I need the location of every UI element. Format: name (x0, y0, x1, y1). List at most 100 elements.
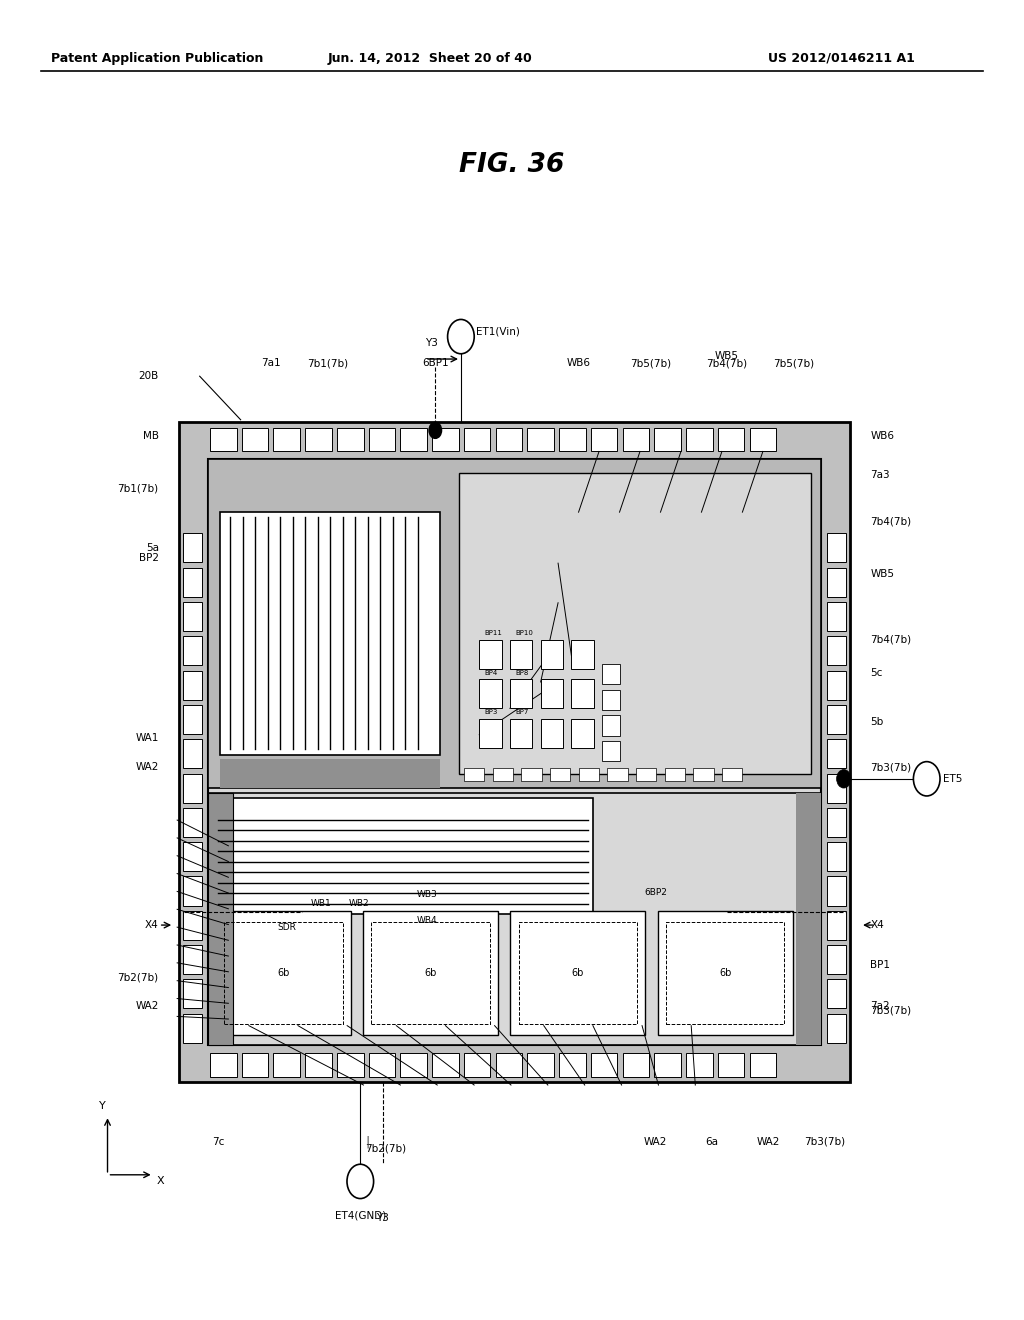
Bar (571, 640, 594, 669)
Bar (183, 774, 202, 803)
Text: BP11: BP11 (484, 630, 502, 636)
Text: |: | (366, 1135, 370, 1148)
Bar (510, 640, 532, 669)
Text: MB: MB (142, 430, 159, 441)
Bar (273, 428, 300, 451)
Text: WB5: WB5 (715, 351, 739, 362)
Circle shape (429, 422, 441, 438)
Bar (602, 715, 621, 735)
Bar (400, 428, 427, 451)
Text: 7b4(7b): 7b4(7b) (870, 635, 911, 645)
Bar (718, 428, 744, 451)
Bar (183, 602, 202, 631)
Text: 6b: 6b (278, 968, 290, 978)
Bar (527, 1053, 554, 1077)
Bar (464, 1053, 490, 1077)
Text: X4: X4 (145, 920, 159, 931)
Bar (827, 671, 846, 700)
Bar (602, 689, 621, 710)
Bar (607, 768, 628, 781)
Bar (372, 921, 489, 1024)
Bar (827, 636, 846, 665)
Text: 7b2(7b): 7b2(7b) (366, 1143, 407, 1154)
Bar (183, 636, 202, 665)
Bar (213, 799, 593, 915)
Bar (796, 793, 821, 1045)
Bar (541, 640, 563, 669)
Bar (183, 979, 202, 1008)
Text: BP8: BP8 (515, 669, 528, 676)
Text: 6a: 6a (706, 1137, 718, 1147)
Bar (369, 1053, 395, 1077)
Bar (657, 911, 793, 1035)
Bar (571, 719, 594, 748)
Bar (183, 705, 202, 734)
Text: WA2: WA2 (135, 762, 159, 772)
Text: X4: X4 (870, 920, 884, 931)
Text: 6b: 6b (425, 968, 437, 978)
Text: FIG. 36: FIG. 36 (460, 152, 564, 178)
Bar (827, 808, 846, 837)
Bar (208, 793, 821, 1045)
Bar (305, 1053, 332, 1077)
Text: 7b3(7b): 7b3(7b) (870, 1006, 911, 1016)
Text: 20B: 20B (138, 371, 159, 381)
Text: 7a2: 7a2 (870, 1001, 890, 1011)
Bar (493, 768, 513, 781)
Text: 7b3(7b): 7b3(7b) (870, 762, 911, 772)
Text: 7a1: 7a1 (261, 358, 282, 368)
Bar (337, 1053, 364, 1077)
Text: 7b4(7b): 7b4(7b) (870, 516, 911, 527)
Text: 6b: 6b (719, 968, 731, 978)
Text: 7b5(7b): 7b5(7b) (630, 358, 671, 368)
Bar (479, 640, 502, 669)
Bar (827, 705, 846, 734)
Bar (827, 842, 846, 871)
Text: Jun. 14, 2012  Sheet 20 of 40: Jun. 14, 2012 Sheet 20 of 40 (328, 51, 532, 65)
Bar (432, 1053, 459, 1077)
Bar (210, 1053, 237, 1077)
Bar (559, 428, 586, 451)
Text: BP4: BP4 (484, 669, 498, 676)
Bar (183, 671, 202, 700)
Bar (364, 911, 498, 1035)
Bar (827, 911, 846, 940)
Bar (479, 719, 502, 748)
Bar (305, 428, 332, 451)
Bar (686, 1053, 713, 1077)
Bar (496, 1053, 522, 1077)
Text: 7b5(7b): 7b5(7b) (773, 358, 814, 368)
Bar (400, 1053, 427, 1077)
Text: BP7: BP7 (515, 709, 528, 715)
Bar (722, 768, 742, 781)
Bar (827, 1014, 846, 1043)
Text: 7c: 7c (212, 1137, 224, 1147)
Bar (183, 842, 202, 871)
Text: 5a: 5a (145, 543, 159, 553)
Text: BP1: BP1 (870, 960, 891, 970)
Bar (623, 1053, 649, 1077)
Text: BP10: BP10 (515, 630, 532, 636)
Bar (208, 459, 821, 788)
Bar (571, 680, 594, 709)
Bar (183, 808, 202, 837)
Text: 7b2(7b): 7b2(7b) (118, 973, 159, 983)
Bar (827, 739, 846, 768)
Bar (224, 921, 343, 1024)
Bar (464, 428, 490, 451)
Bar (693, 768, 714, 781)
Text: 7a3: 7a3 (870, 470, 890, 480)
Bar (666, 921, 784, 1024)
Text: WB2: WB2 (348, 899, 369, 908)
Text: Y3: Y3 (425, 338, 438, 348)
Bar (459, 473, 811, 775)
Bar (541, 680, 563, 709)
Bar (827, 979, 846, 1008)
Text: 5c: 5c (870, 668, 883, 677)
Bar (827, 533, 846, 562)
Bar (273, 1053, 300, 1077)
Text: 7b3(7b): 7b3(7b) (804, 1137, 845, 1147)
Bar (183, 876, 202, 906)
Bar (432, 428, 459, 451)
Bar (623, 428, 649, 451)
